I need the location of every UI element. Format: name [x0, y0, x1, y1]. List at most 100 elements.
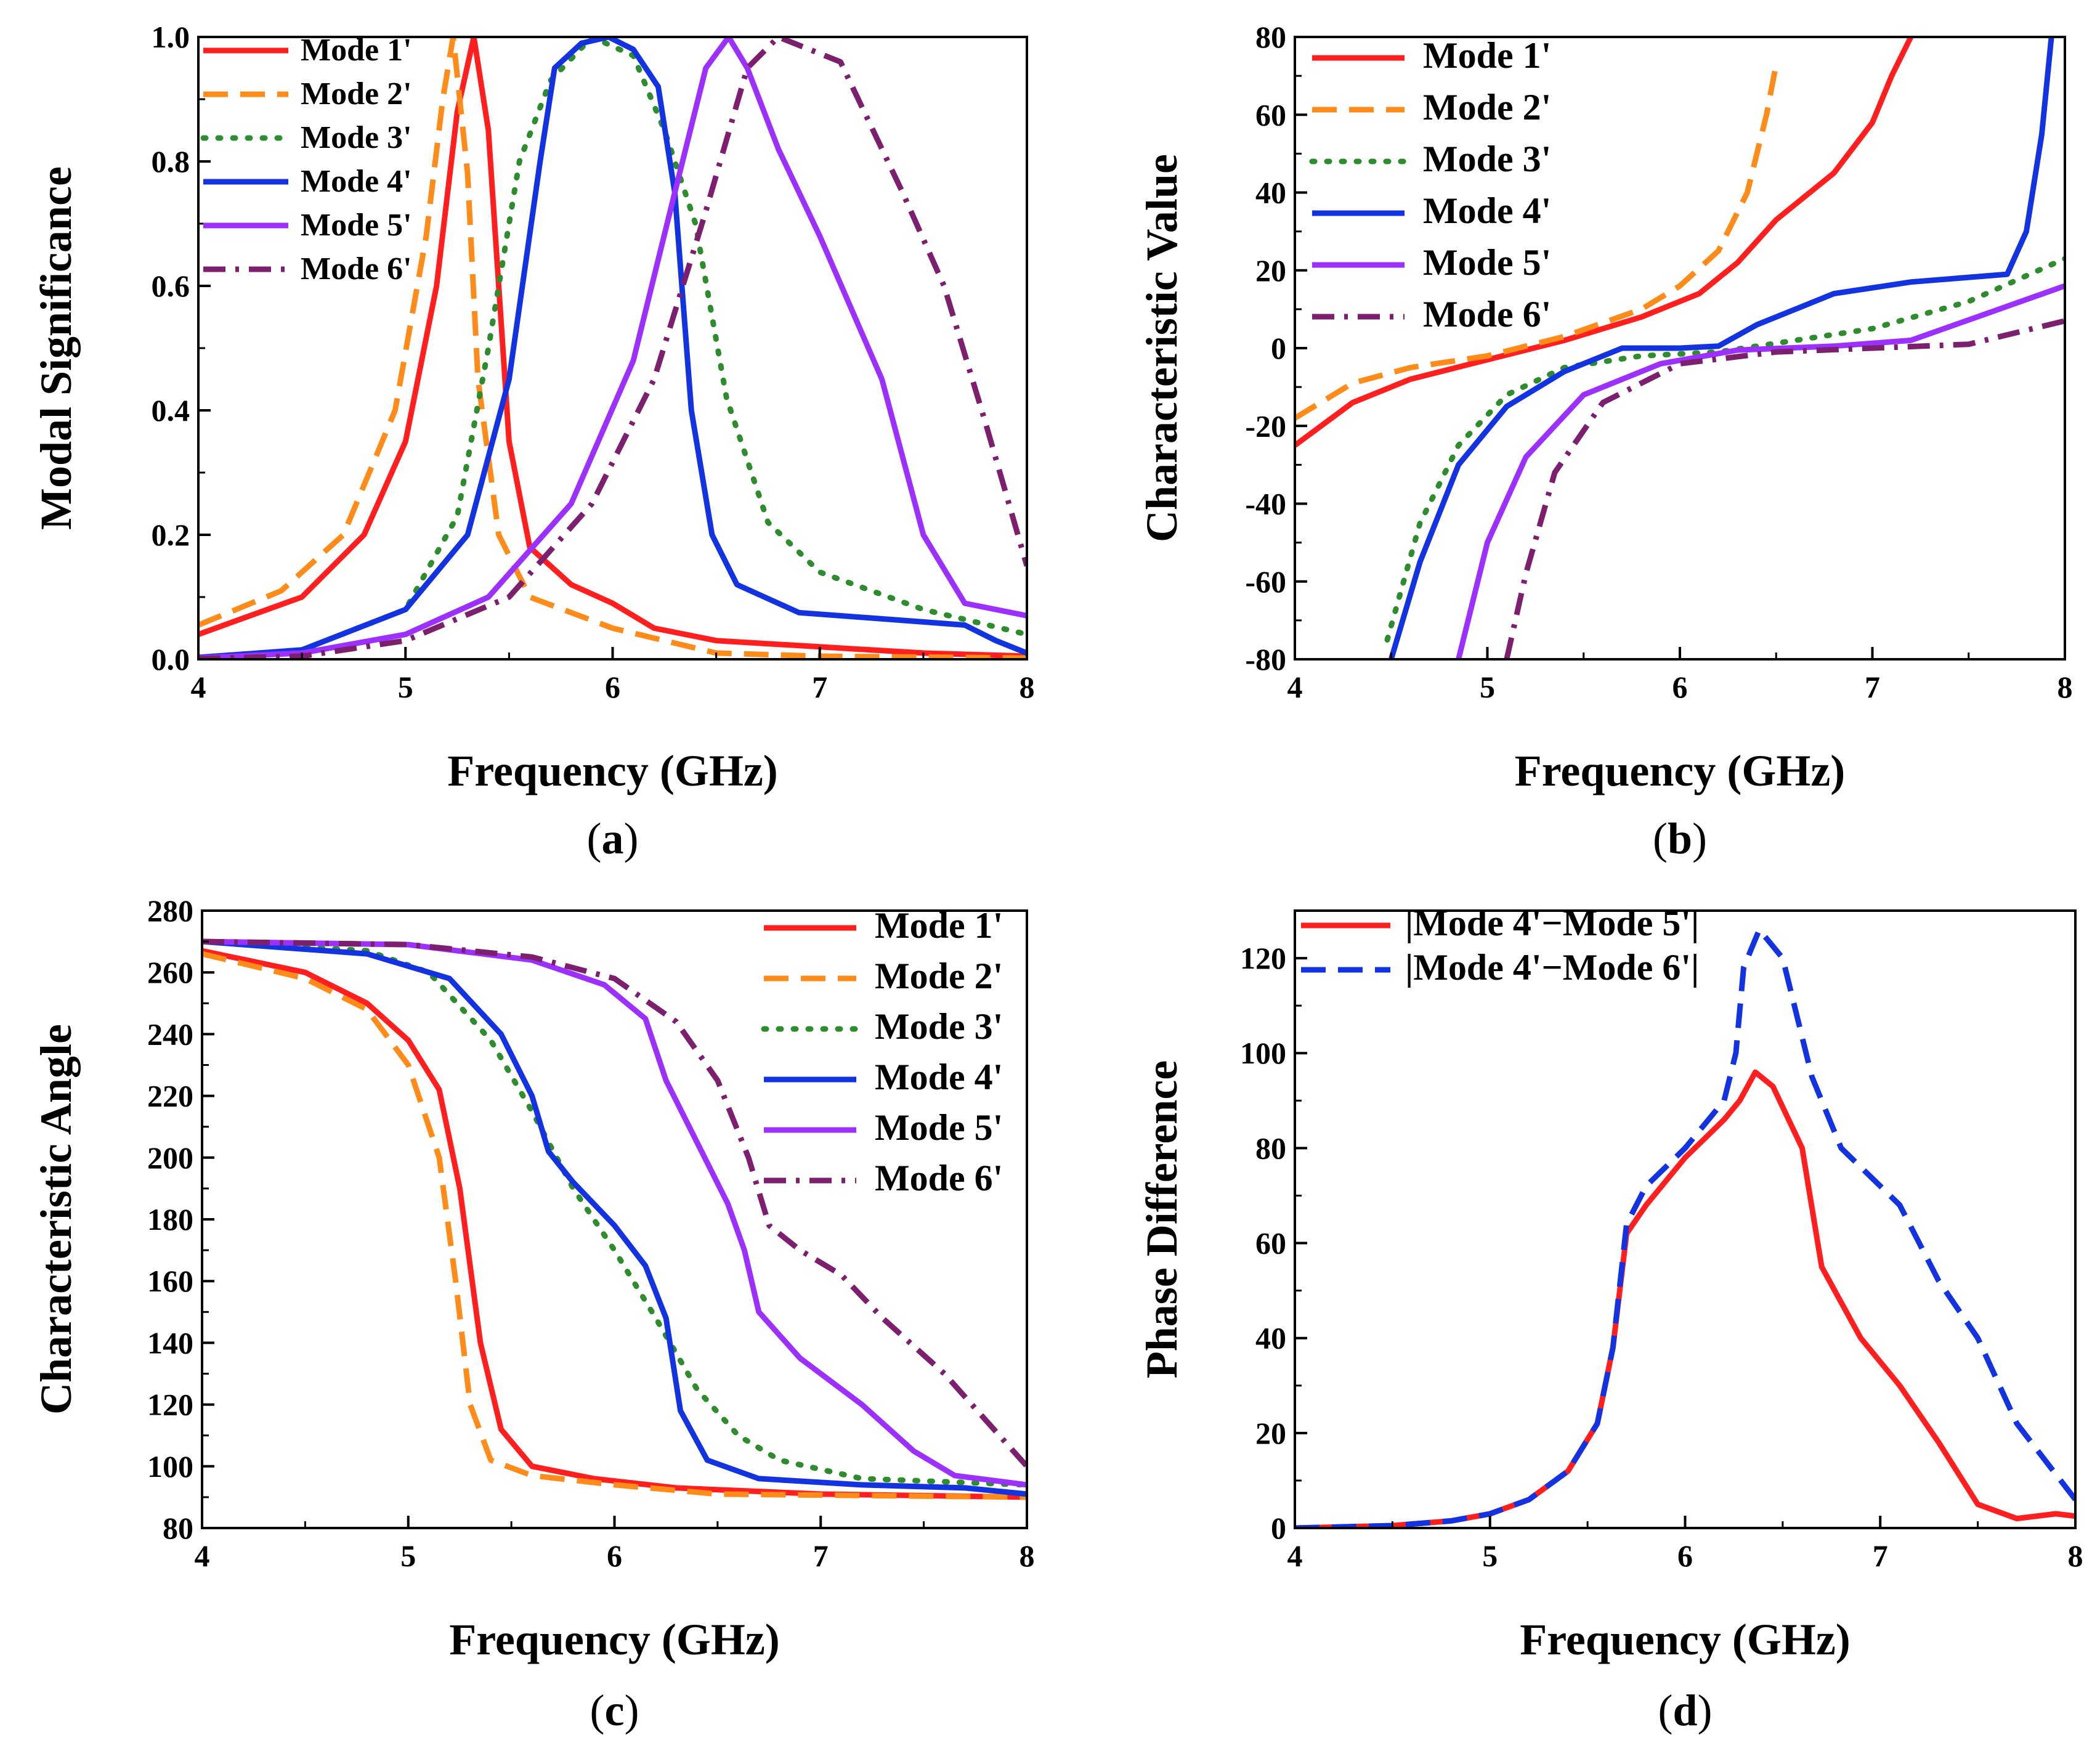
- y-axis-label: Phase Difference: [1137, 1060, 1186, 1378]
- y-tick-label: 140: [147, 1325, 193, 1360]
- legend-label: Mode 3': [1423, 139, 1551, 179]
- x-axis-label: Frequency (GHz): [1520, 1615, 1851, 1664]
- panel-label: (b): [1653, 814, 1707, 863]
- chart-panel-b: 4 5 6 7 8 -80 -60 -40 -20 0 20 40 60 80 Frequency (GHz…: [1137, 20, 2073, 863]
- y-tick-label: 120: [147, 1388, 193, 1422]
- chart-panel-a: 4 5 6 7 8 0.0 0.2 0.4 0.6 0.8 1.0 Frequency (GHz) Mo…: [31, 20, 1035, 863]
- legend-label: Mode 4': [1423, 190, 1551, 231]
- panel-letter: c: [605, 1686, 625, 1735]
- legend-label: Mode 2': [875, 956, 1003, 996]
- y-tick-label: 20: [1255, 253, 1286, 288]
- legend-label: Mode 5': [301, 208, 412, 243]
- series-group: [202, 938, 1027, 1500]
- chart-panel-c: 4 5 6 7 8 80 100 120 140 160 180 200 220 240 260 280 Fre…: [31, 893, 1035, 1735]
- series-line-6: [202, 938, 1027, 1468]
- series-line-4: [202, 938, 1027, 1497]
- series-line-4: [1388, 37, 2054, 659]
- panel-label: (a): [587, 814, 639, 863]
- series-line-5: [198, 37, 1027, 659]
- legend-label: |Mode 4'−Mode 5'|: [1405, 903, 1699, 943]
- panel-letter: d: [1672, 1686, 1697, 1735]
- legend-label: Mode 1': [301, 33, 412, 68]
- legend: Mode 1' Mode 2' Mode 3' Mode 4' Mode 5' Mode …: [1309, 35, 1551, 335]
- y-tick-label: 20: [1255, 1416, 1286, 1450]
- x-tick-label: 6: [607, 1539, 622, 1573]
- y-tick-label: 0: [1271, 1511, 1286, 1545]
- y-tick-label: -20: [1245, 409, 1286, 443]
- plot-frame: [1294, 909, 2077, 1529]
- plot-frame: [201, 909, 1028, 1529]
- series-line-2: [202, 951, 1027, 1500]
- legend-label: |Mode 4'−Mode 6'|: [1405, 947, 1699, 988]
- x-tick-label: 6: [1677, 1539, 1693, 1573]
- y-tick-label: 280: [147, 893, 193, 928]
- x-tick-label: 8: [2057, 670, 2073, 704]
- legend-label: Mode 6': [301, 251, 412, 287]
- x-tick-label: 5: [1482, 1539, 1498, 1573]
- legend: Mode 1' Mode 2' Mode 3' Mode 4' Mode 5' Mode …: [761, 905, 1003, 1198]
- x-tick-label: 6: [1672, 670, 1688, 704]
- legend: Mode 1' Mode 2' Mode 3' Mode 4' Mode 5' Mode …: [200, 33, 412, 287]
- series-line-2: [1295, 63, 1779, 421]
- x-tick-label: 4: [1287, 670, 1303, 704]
- y-tick-label: 60: [1255, 1226, 1286, 1261]
- x-axis-label: Frequency (GHz): [447, 746, 778, 795]
- x-tick-label: 8: [2068, 1539, 2083, 1573]
- series-line-4: [198, 37, 1027, 659]
- series-line-5: [1456, 283, 2065, 659]
- legend-label: Mode 1': [1423, 35, 1551, 76]
- legend-label: Mode 6': [1423, 294, 1551, 335]
- y-tick-label: -60: [1245, 564, 1286, 599]
- panel-label: (c): [590, 1686, 639, 1735]
- y-axis-label: Characteristic Angle: [31, 1024, 81, 1415]
- panel-letter: a: [602, 814, 624, 863]
- legend: |Mode 4'−Mode 5'||Mode 4'−Mode 6'|: [1301, 903, 1699, 988]
- y-tick-label: 240: [147, 1017, 193, 1051]
- y-tick-label: 1.0: [152, 20, 190, 54]
- y-tick-label: 220: [147, 1079, 193, 1113]
- y-tick-label: 80: [1255, 20, 1286, 54]
- y-tick-label: -40: [1245, 487, 1286, 521]
- series-line-6: [198, 37, 1027, 659]
- x-tick-label: 5: [400, 1539, 416, 1573]
- x-tick-label: 7: [1873, 1539, 1888, 1573]
- y-tick-label: 0.6: [152, 269, 190, 303]
- y-tick-label: 0.4: [152, 393, 190, 428]
- series-line-1: [198, 37, 1027, 659]
- x-tick-label: 5: [398, 670, 413, 704]
- x-tick-label: 8: [1020, 1539, 1035, 1573]
- y-tick-label: 120: [1240, 941, 1286, 975]
- x-tick-label: 4: [191, 670, 206, 704]
- y-tick-label: 40: [1255, 176, 1286, 210]
- legend-label: Mode 1': [875, 905, 1003, 946]
- legend-label: Mode 4': [301, 164, 412, 199]
- series-line-1: [1295, 1069, 2075, 1528]
- x-axis-label: Frequency (GHz): [1515, 746, 1846, 795]
- y-tick-label: 200: [147, 1140, 193, 1175]
- y-tick-label: 80: [163, 1511, 193, 1545]
- x-tick-label: 7: [812, 670, 827, 704]
- y-tick-label: 40: [1255, 1321, 1286, 1356]
- series-group: [1295, 37, 2065, 659]
- y-axis-label: Modal Significance: [31, 166, 81, 530]
- x-tick-label: 4: [195, 1539, 210, 1573]
- y-tick-label: 0.0: [152, 642, 190, 677]
- x-tick-label: 7: [813, 1539, 829, 1573]
- series-line-5: [202, 938, 1027, 1488]
- x-tick-label: 6: [605, 670, 620, 704]
- panel-letter: b: [1668, 814, 1692, 863]
- legend-label: Mode 5': [875, 1107, 1003, 1148]
- y-tick-label: 0.2: [152, 518, 190, 552]
- y-tick-label: 80: [1255, 1131, 1286, 1165]
- series-line-3: [202, 938, 1027, 1488]
- y-tick-label: -80: [1245, 642, 1286, 677]
- legend-label: Mode 2': [301, 76, 412, 112]
- y-tick-label: 260: [147, 955, 193, 990]
- legend-label: Mode 3': [875, 1006, 1003, 1047]
- series-line-1: [1295, 37, 1914, 448]
- legend-label: Mode 5': [1423, 242, 1551, 283]
- x-tick-label: 8: [1020, 670, 1035, 704]
- y-tick-label: 60: [1255, 97, 1286, 132]
